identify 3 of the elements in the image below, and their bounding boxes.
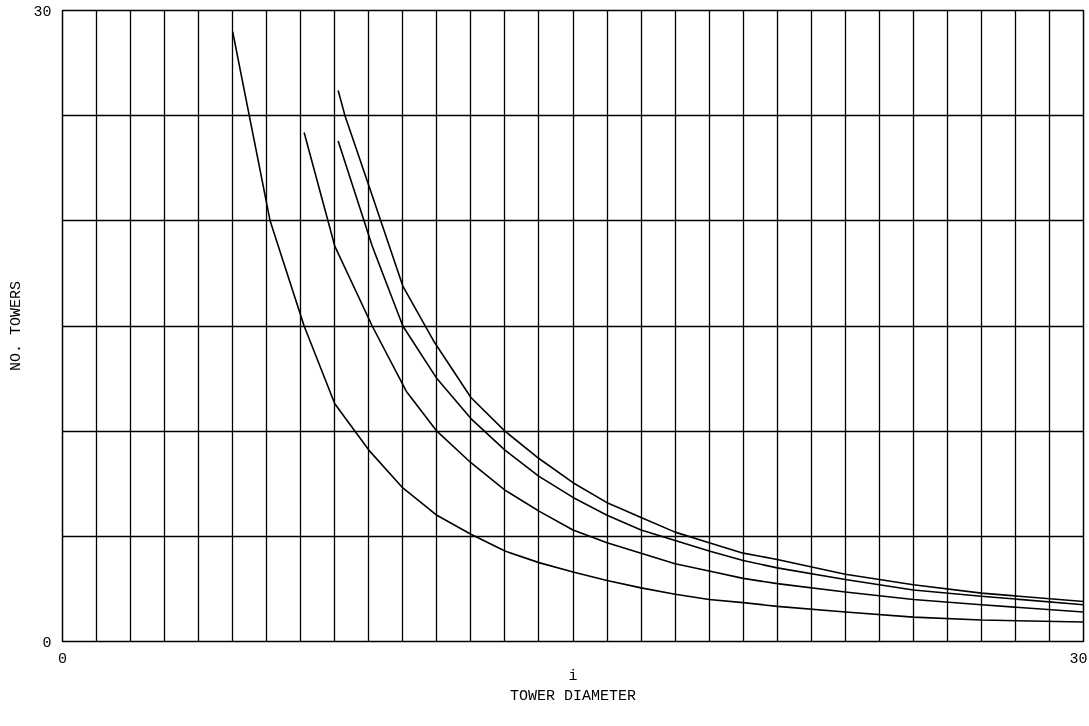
x-axis-title: TOWER DIAMETER xyxy=(509,687,637,705)
y-axis-title: NO. TOWERS xyxy=(8,280,26,372)
text: i xyxy=(568,667,578,685)
